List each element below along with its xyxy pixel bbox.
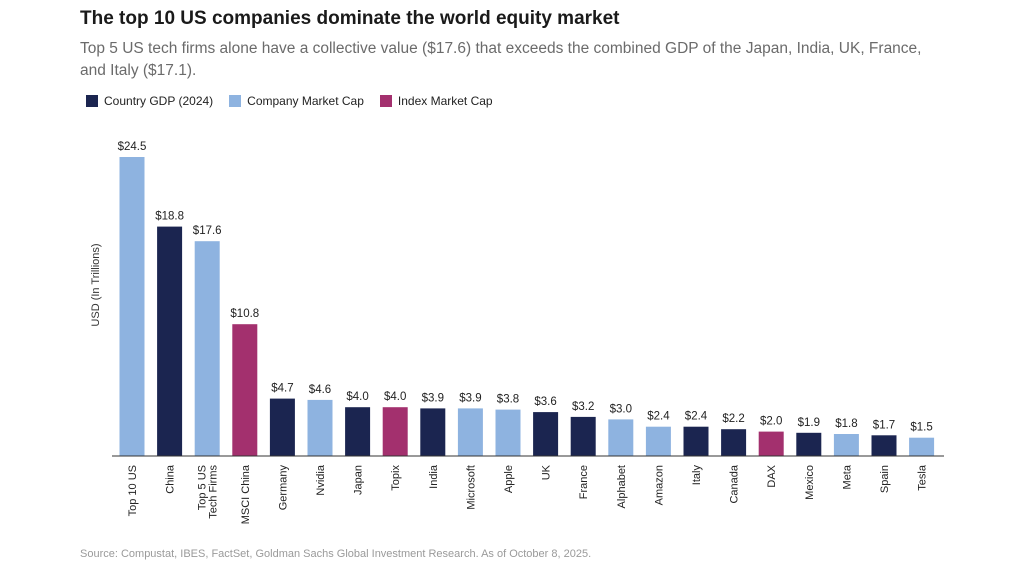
bar-msci-china <box>232 324 258 456</box>
category-label-tesla: Tesla <box>917 464 929 491</box>
category-label-spain: Spain <box>879 465 891 493</box>
value-label-alphabet: $3.0 <box>610 403 632 415</box>
bar-top-10-us <box>119 157 145 456</box>
category-label-apple: Apple <box>503 465 515 493</box>
chart-title: The top 10 US companies dominate the wor… <box>80 8 620 29</box>
category-label-germany: Germany <box>277 465 289 511</box>
bar-meta <box>833 434 859 456</box>
value-label-tesla: $1.5 <box>910 422 932 434</box>
bar-germany <box>269 398 295 456</box>
legend-swatch-company <box>229 95 242 107</box>
value-label-dax: $2.0 <box>760 416 782 428</box>
value-label-uk: $3.6 <box>534 396 556 408</box>
legend-swatch-gdp <box>86 95 98 107</box>
value-label-china: $18.8 <box>155 211 184 223</box>
category-label-uk: UK <box>541 464 553 480</box>
category-label-meta: Meta <box>841 464 853 489</box>
legend-item-company: Company Market Cap <box>229 94 364 108</box>
bar-apple <box>495 409 521 456</box>
value-label-india: $3.9 <box>422 392 444 404</box>
bar-mexico <box>796 432 822 456</box>
value-label-nvidia: $4.6 <box>309 384 331 396</box>
category-label-topix: Topix <box>390 465 402 491</box>
bar-japan <box>345 407 371 456</box>
category-label-dax: DAX <box>766 464 778 487</box>
value-label-apple: $3.8 <box>497 394 519 406</box>
category-label-france: France <box>578 465 590 499</box>
bar-topix <box>382 407 408 456</box>
legend-label-company: Company Market Cap <box>247 94 364 108</box>
bar-spain <box>871 435 897 456</box>
bar-top-5-us-tech-firms <box>194 241 220 456</box>
category-label-canada: Canada <box>729 464 741 503</box>
value-label-microsoft: $3.9 <box>459 392 481 404</box>
value-label-france: $3.2 <box>572 401 594 413</box>
bar-dax <box>758 431 784 456</box>
category-label-mexico: Mexico <box>804 465 816 500</box>
legend-label-index: Index Market Cap <box>397 94 493 108</box>
legend-item-gdp: Country GDP (2024) <box>86 94 213 108</box>
bar-canada <box>721 429 747 456</box>
category-label-microsoft: Microsoft <box>465 465 477 510</box>
value-label-canada: $2.2 <box>722 413 744 425</box>
chart-subtitle: Top 5 US tech firms alone have a collect… <box>80 40 922 79</box>
bar-china <box>157 226 183 456</box>
bar-france <box>570 416 596 456</box>
category-label-msci-china: MSCI China <box>240 464 252 524</box>
value-label-meta: $1.8 <box>835 418 857 430</box>
bar-microsoft <box>457 408 483 456</box>
value-label-top-10-us: $24.5 <box>118 141 147 153</box>
value-label-top-5-us-tech-firms: $17.6 <box>193 225 222 237</box>
legend-swatch-index <box>379 95 392 107</box>
chart-legend: Country GDP (2024) Company Market Cap In… <box>86 94 493 108</box>
bar-amazon <box>645 426 671 456</box>
value-label-italy: $2.4 <box>685 411 708 423</box>
category-label-alphabet: Alphabet <box>616 465 628 508</box>
source-note: Source: Compustat, IBES, FactSet, Goldma… <box>80 548 592 560</box>
category-label-nvidia: Nvidia <box>315 464 327 495</box>
category-label-china: China <box>165 464 177 494</box>
category-label-japan: Japan <box>353 465 365 495</box>
category-label-top-10-us: Top 10 US <box>127 465 139 516</box>
value-label-msci-china: $10.8 <box>230 308 259 320</box>
value-label-spain: $1.7 <box>873 419 895 431</box>
legend-label-gdp: Country GDP (2024) <box>104 94 214 108</box>
value-label-japan: $4.0 <box>346 391 368 403</box>
value-label-topix: $4.0 <box>384 391 406 403</box>
value-label-mexico: $1.9 <box>798 417 820 429</box>
value-label-germany: $4.7 <box>271 383 293 395</box>
category-label-top-5-us-tech-firms: Top 5 USTech Firms <box>197 465 220 519</box>
value-label-amazon: $2.4 <box>647 411 670 423</box>
legend-item-index: Index Market Cap <box>379 94 493 108</box>
bar-india <box>420 408 446 456</box>
bar-nvidia <box>307 399 333 456</box>
bar-tesla <box>909 437 935 456</box>
bar-uk <box>533 412 559 456</box>
category-label-italy: Italy <box>691 465 703 486</box>
category-label-india: India <box>428 464 440 489</box>
bar-alphabet <box>608 419 634 456</box>
category-label-amazon: Amazon <box>653 465 665 505</box>
bar-italy <box>683 426 709 456</box>
